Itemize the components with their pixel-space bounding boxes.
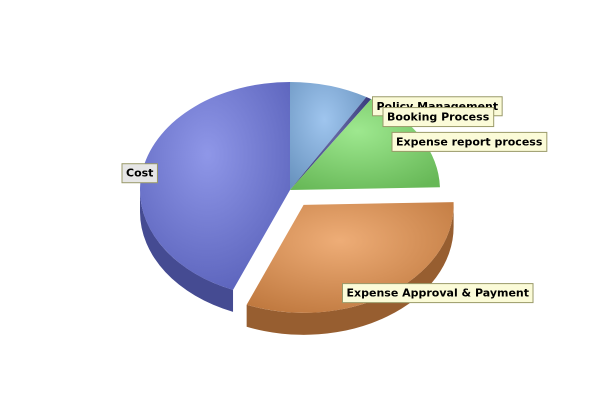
pie-slice-side-cost <box>140 190 234 312</box>
pie-label-text: Expense report process <box>396 135 543 148</box>
pie-slice-cost[interactable] <box>139 82 290 290</box>
pie-slice-policy-management[interactable] <box>290 82 367 190</box>
pie-label-cost: Cost <box>121 163 158 184</box>
pie-label-text: Cost <box>126 167 153 180</box>
pie-slice-booking-process[interactable] <box>290 97 372 190</box>
pie-label-expense-approval-payment: Expense Approval & Payment <box>342 283 534 304</box>
pie-label-booking-process: Booking Process <box>382 107 495 128</box>
pie-tops <box>139 82 454 313</box>
pie-label-expense-report-process: Expense report process <box>391 131 548 152</box>
pie-label-text: Booking Process <box>387 111 490 124</box>
pie-label-text: Expense Approval & Payment <box>347 287 530 300</box>
